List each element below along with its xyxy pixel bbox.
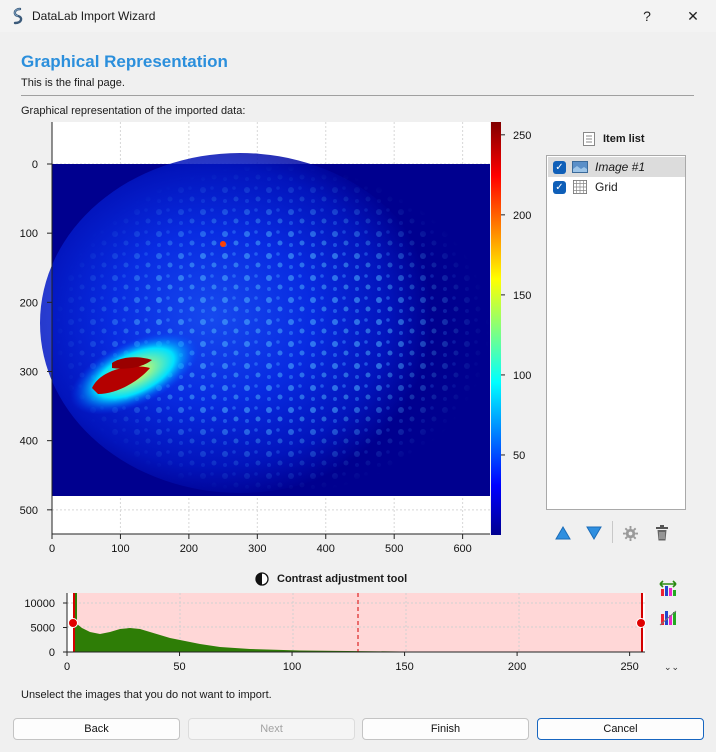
list-icon — [583, 132, 595, 146]
header-divider — [21, 95, 694, 96]
colorbar-tick-label: 50 — [513, 450, 525, 462]
x-axis-ticks: 0 100 200 300 400 500 600 — [49, 534, 472, 555]
histogram-x-tick-label: 50 — [173, 661, 185, 673]
delete-icon[interactable] — [655, 525, 669, 541]
histogram-y-ticks: 10000 5000 0 — [24, 598, 67, 659]
bright-spot — [220, 241, 226, 247]
move-down-icon[interactable] — [586, 526, 602, 540]
colorbar — [491, 122, 501, 535]
footer-note: Unselect the images that you do not want… — [21, 689, 272, 701]
histogram-x-ticks: 0 50 100 150 200 250 — [64, 652, 639, 673]
title-bar — [0, 0, 716, 32]
item-label: Image #1 — [595, 160, 646, 174]
histogram-x-tick-label: 250 — [620, 661, 638, 673]
histogram-x-tick-label: 150 — [395, 661, 413, 673]
peak-region — [92, 366, 150, 394]
next-button[interactable]: Next — [188, 718, 355, 740]
y-tick-label: 300 — [20, 367, 38, 379]
plot-label: Graphical representation of the imported… — [21, 105, 246, 117]
colorbar-tick-label: 250 — [513, 130, 531, 142]
max-level-handle[interactable] — [636, 618, 646, 628]
back-button[interactable]: Back — [13, 718, 180, 740]
colorbar-tick-label: 100 — [513, 370, 531, 382]
item-list[interactable]: ✓ Image #1 ✓ Grid — [546, 155, 686, 510]
histogram-x-tick-label: 200 — [508, 661, 526, 673]
x-tick-label: 300 — [248, 543, 266, 555]
histogram-y-tick-label: 10000 — [24, 598, 55, 610]
help-button[interactable]: ? — [643, 8, 651, 24]
x-tick-label: 0 — [49, 543, 55, 555]
item-list-title: Item list — [603, 133, 645, 145]
grid-icon — [573, 180, 587, 194]
histogram-y-tick-label: 5000 — [31, 623, 55, 635]
histogram-plot[interactable]: 0 50 100 150 200 250 10000 5000 0 — [0, 588, 660, 678]
list-item[interactable]: ✓ Image #1 — [548, 157, 685, 177]
x-tick-label: 100 — [111, 543, 129, 555]
histogram-y-tick-label: 0 — [49, 647, 55, 659]
y-axis-ticks: 0 100 200 300 400 500 — [20, 159, 52, 517]
settings-icon[interactable] — [623, 526, 638, 541]
image-plot[interactable]: 0 100 200 300 400 500 600 0 100 200 300 400 500 250… — [0, 118, 540, 568]
histogram-x-tick-label: 100 — [283, 661, 301, 673]
speckle-texture — [52, 164, 490, 496]
image-icon — [572, 161, 588, 173]
colorbar-tick-label: 200 — [513, 210, 531, 222]
item-label: Grid — [595, 180, 618, 194]
peak-region-2 — [112, 357, 152, 369]
y-tick-label: 100 — [20, 228, 38, 240]
page-subtitle: This is the final page. — [21, 77, 125, 89]
contrast-title: Contrast adjustment tool — [277, 573, 408, 585]
cancel-button[interactable]: Cancel — [537, 718, 704, 740]
checkbox[interactable]: ✓ — [553, 160, 566, 174]
toolbar-separator — [612, 521, 613, 543]
x-tick-label: 600 — [453, 543, 471, 555]
list-item[interactable]: ✓ Grid — [548, 177, 685, 197]
min-level-handle[interactable] — [68, 618, 78, 628]
histogram-x-tick-label: 0 — [64, 661, 70, 673]
x-tick-label: 200 — [180, 543, 198, 555]
checkbox[interactable]: ✓ — [553, 180, 566, 194]
x-tick-label: 400 — [317, 543, 335, 555]
app-icon — [13, 7, 23, 25]
page-title: Graphical Representation — [21, 52, 228, 71]
move-up-icon[interactable] — [555, 526, 571, 540]
y-tick-label: 500 — [20, 505, 38, 517]
finish-button[interactable]: Finish — [362, 718, 529, 740]
x-tick-label: 500 — [385, 543, 403, 555]
auto-range-icon[interactable] — [659, 580, 677, 597]
contrast-icon — [255, 572, 269, 586]
full-range-icon[interactable] — [659, 609, 677, 626]
colorbar-tick-label: 150 — [513, 290, 531, 302]
close-button[interactable]: ✕ — [687, 7, 699, 24]
y-tick-label: 0 — [32, 159, 38, 171]
expand-icon[interactable]: ⌄⌄ — [664, 662, 680, 672]
histogram-area — [74, 593, 642, 652]
y-tick-label: 200 — [20, 297, 38, 309]
window-title: DataLab Import Wizard — [32, 9, 156, 23]
colorbar-ticks: 250 200 150 100 50 — [501, 130, 531, 462]
y-tick-label: 400 — [20, 436, 38, 448]
